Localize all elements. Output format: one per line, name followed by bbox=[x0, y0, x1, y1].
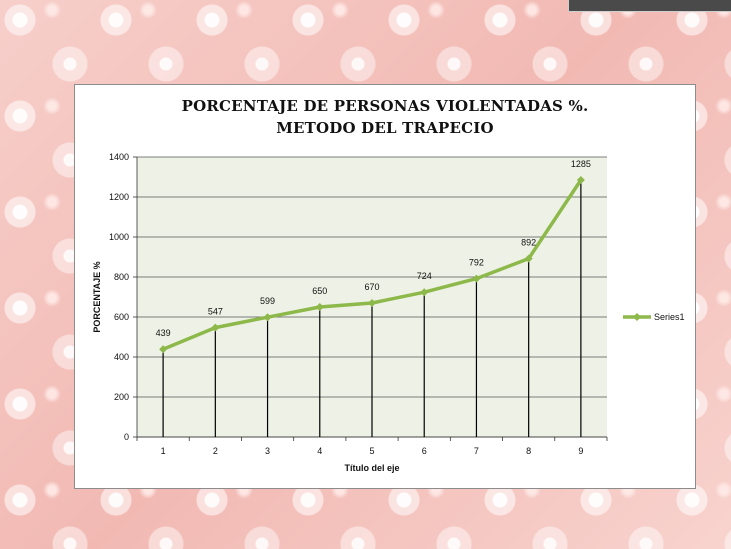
y-tick-label: 0 bbox=[124, 432, 129, 442]
y-tick-label: 1200 bbox=[109, 192, 129, 202]
x-tick-label: 3 bbox=[265, 446, 270, 456]
y-tick-label: 1400 bbox=[109, 152, 129, 162]
data-label: 599 bbox=[260, 296, 275, 306]
x-tick-label: 9 bbox=[578, 446, 583, 456]
data-point bbox=[263, 313, 272, 322]
data-label: 1285 bbox=[571, 159, 591, 169]
data-point bbox=[368, 299, 376, 307]
y-tick-label: 600 bbox=[114, 312, 129, 322]
chart-title-line-2: METODO DEL TRAPECIO bbox=[276, 119, 494, 137]
data-point bbox=[524, 254, 533, 263]
x-tick-label: 8 bbox=[526, 446, 531, 456]
data-label: 724 bbox=[417, 271, 432, 281]
data-label: 670 bbox=[364, 282, 379, 292]
x-tick-label: 4 bbox=[317, 446, 322, 456]
line-chart: 0 200 400 600 800 1000 1200 1400 1 2 3 4 5 6 7 8 9 439 547… bbox=[92, 152, 685, 473]
y-tick-label: 400 bbox=[114, 352, 129, 362]
data-label: 547 bbox=[208, 307, 223, 317]
x-tick-label: 6 bbox=[422, 446, 427, 456]
data-point bbox=[472, 274, 481, 283]
y-tick-label: 1000 bbox=[109, 232, 129, 242]
data-point bbox=[420, 288, 429, 297]
legend-marker bbox=[633, 313, 641, 321]
data-point bbox=[211, 323, 220, 332]
x-tick-label: 7 bbox=[474, 446, 479, 456]
data-label: 439 bbox=[156, 328, 171, 338]
data-point bbox=[576, 176, 585, 184]
chart-title: PORCENTAJE DE PERSONAS VIOLENTADAS %. ME… bbox=[75, 95, 695, 139]
y-tick-label: 200 bbox=[114, 392, 129, 402]
data-label: 650 bbox=[312, 286, 327, 296]
chart-title-line-1: PORCENTAJE DE PERSONAS VIOLENTADAS %. bbox=[181, 97, 589, 115]
data-point bbox=[315, 303, 324, 311]
chart-frame: PORCENTAJE DE PERSONAS VIOLENTADAS %. ME… bbox=[74, 84, 696, 489]
x-tick-label: 2 bbox=[213, 446, 218, 456]
y-tick-label: 800 bbox=[114, 272, 129, 282]
y-axis-title: PORCENTAJE % bbox=[92, 261, 102, 332]
data-point bbox=[159, 345, 168, 354]
x-axis-title: Título del eje bbox=[344, 463, 399, 473]
window-top-bar bbox=[568, 0, 731, 12]
data-label: 892 bbox=[521, 238, 536, 248]
x-tick-label: 5 bbox=[369, 446, 374, 456]
data-label: 792 bbox=[469, 258, 484, 268]
legend-label: Series1 bbox=[654, 312, 685, 322]
x-tick-label: 1 bbox=[161, 446, 166, 456]
